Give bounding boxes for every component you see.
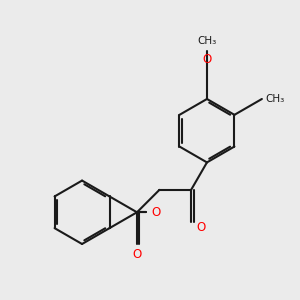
Text: O: O [197, 221, 206, 234]
Text: O: O [202, 53, 212, 66]
Text: CH₃: CH₃ [197, 36, 217, 46]
Text: O: O [152, 206, 161, 219]
Text: O: O [132, 248, 142, 261]
Text: CH₃: CH₃ [266, 94, 285, 104]
